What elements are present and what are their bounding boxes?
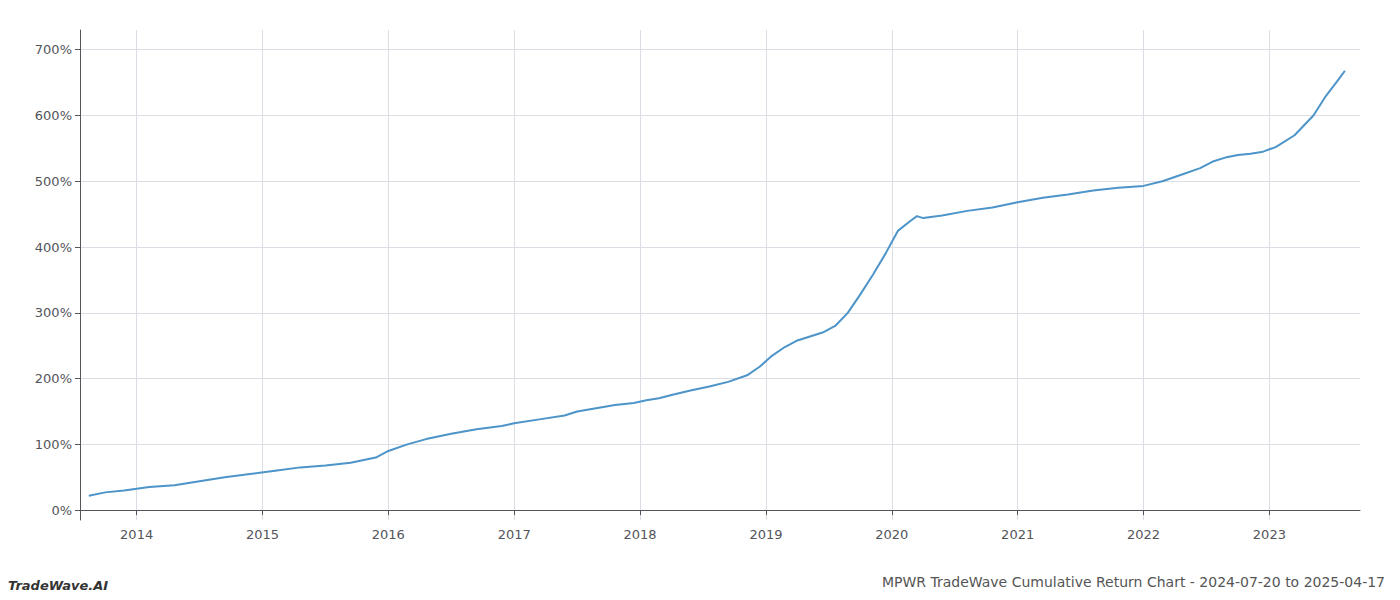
svg-text:2019: 2019	[749, 527, 782, 542]
svg-text:2020: 2020	[875, 527, 908, 542]
svg-text:300%: 300%	[35, 305, 72, 320]
svg-text:0%: 0%	[51, 503, 72, 518]
svg-text:2017: 2017	[498, 527, 531, 542]
svg-text:2023: 2023	[1253, 527, 1286, 542]
svg-text:2015: 2015	[246, 527, 279, 542]
svg-text:2021: 2021	[1001, 527, 1034, 542]
svg-text:500%: 500%	[35, 174, 72, 189]
svg-text:2018: 2018	[624, 527, 657, 542]
svg-text:200%: 200%	[35, 371, 72, 386]
svg-text:600%: 600%	[35, 108, 72, 123]
svg-text:2022: 2022	[1127, 527, 1160, 542]
svg-text:400%: 400%	[35, 240, 72, 255]
svg-text:TradeWave.AI: TradeWave.AI	[8, 578, 108, 593]
svg-text:100%: 100%	[35, 437, 72, 452]
svg-text:MPWR TradeWave Cumulative Retu: MPWR TradeWave Cumulative Return Chart -…	[882, 574, 1385, 590]
svg-text:2016: 2016	[372, 527, 405, 542]
svg-text:2014: 2014	[120, 527, 153, 542]
svg-text:700%: 700%	[35, 42, 72, 57]
